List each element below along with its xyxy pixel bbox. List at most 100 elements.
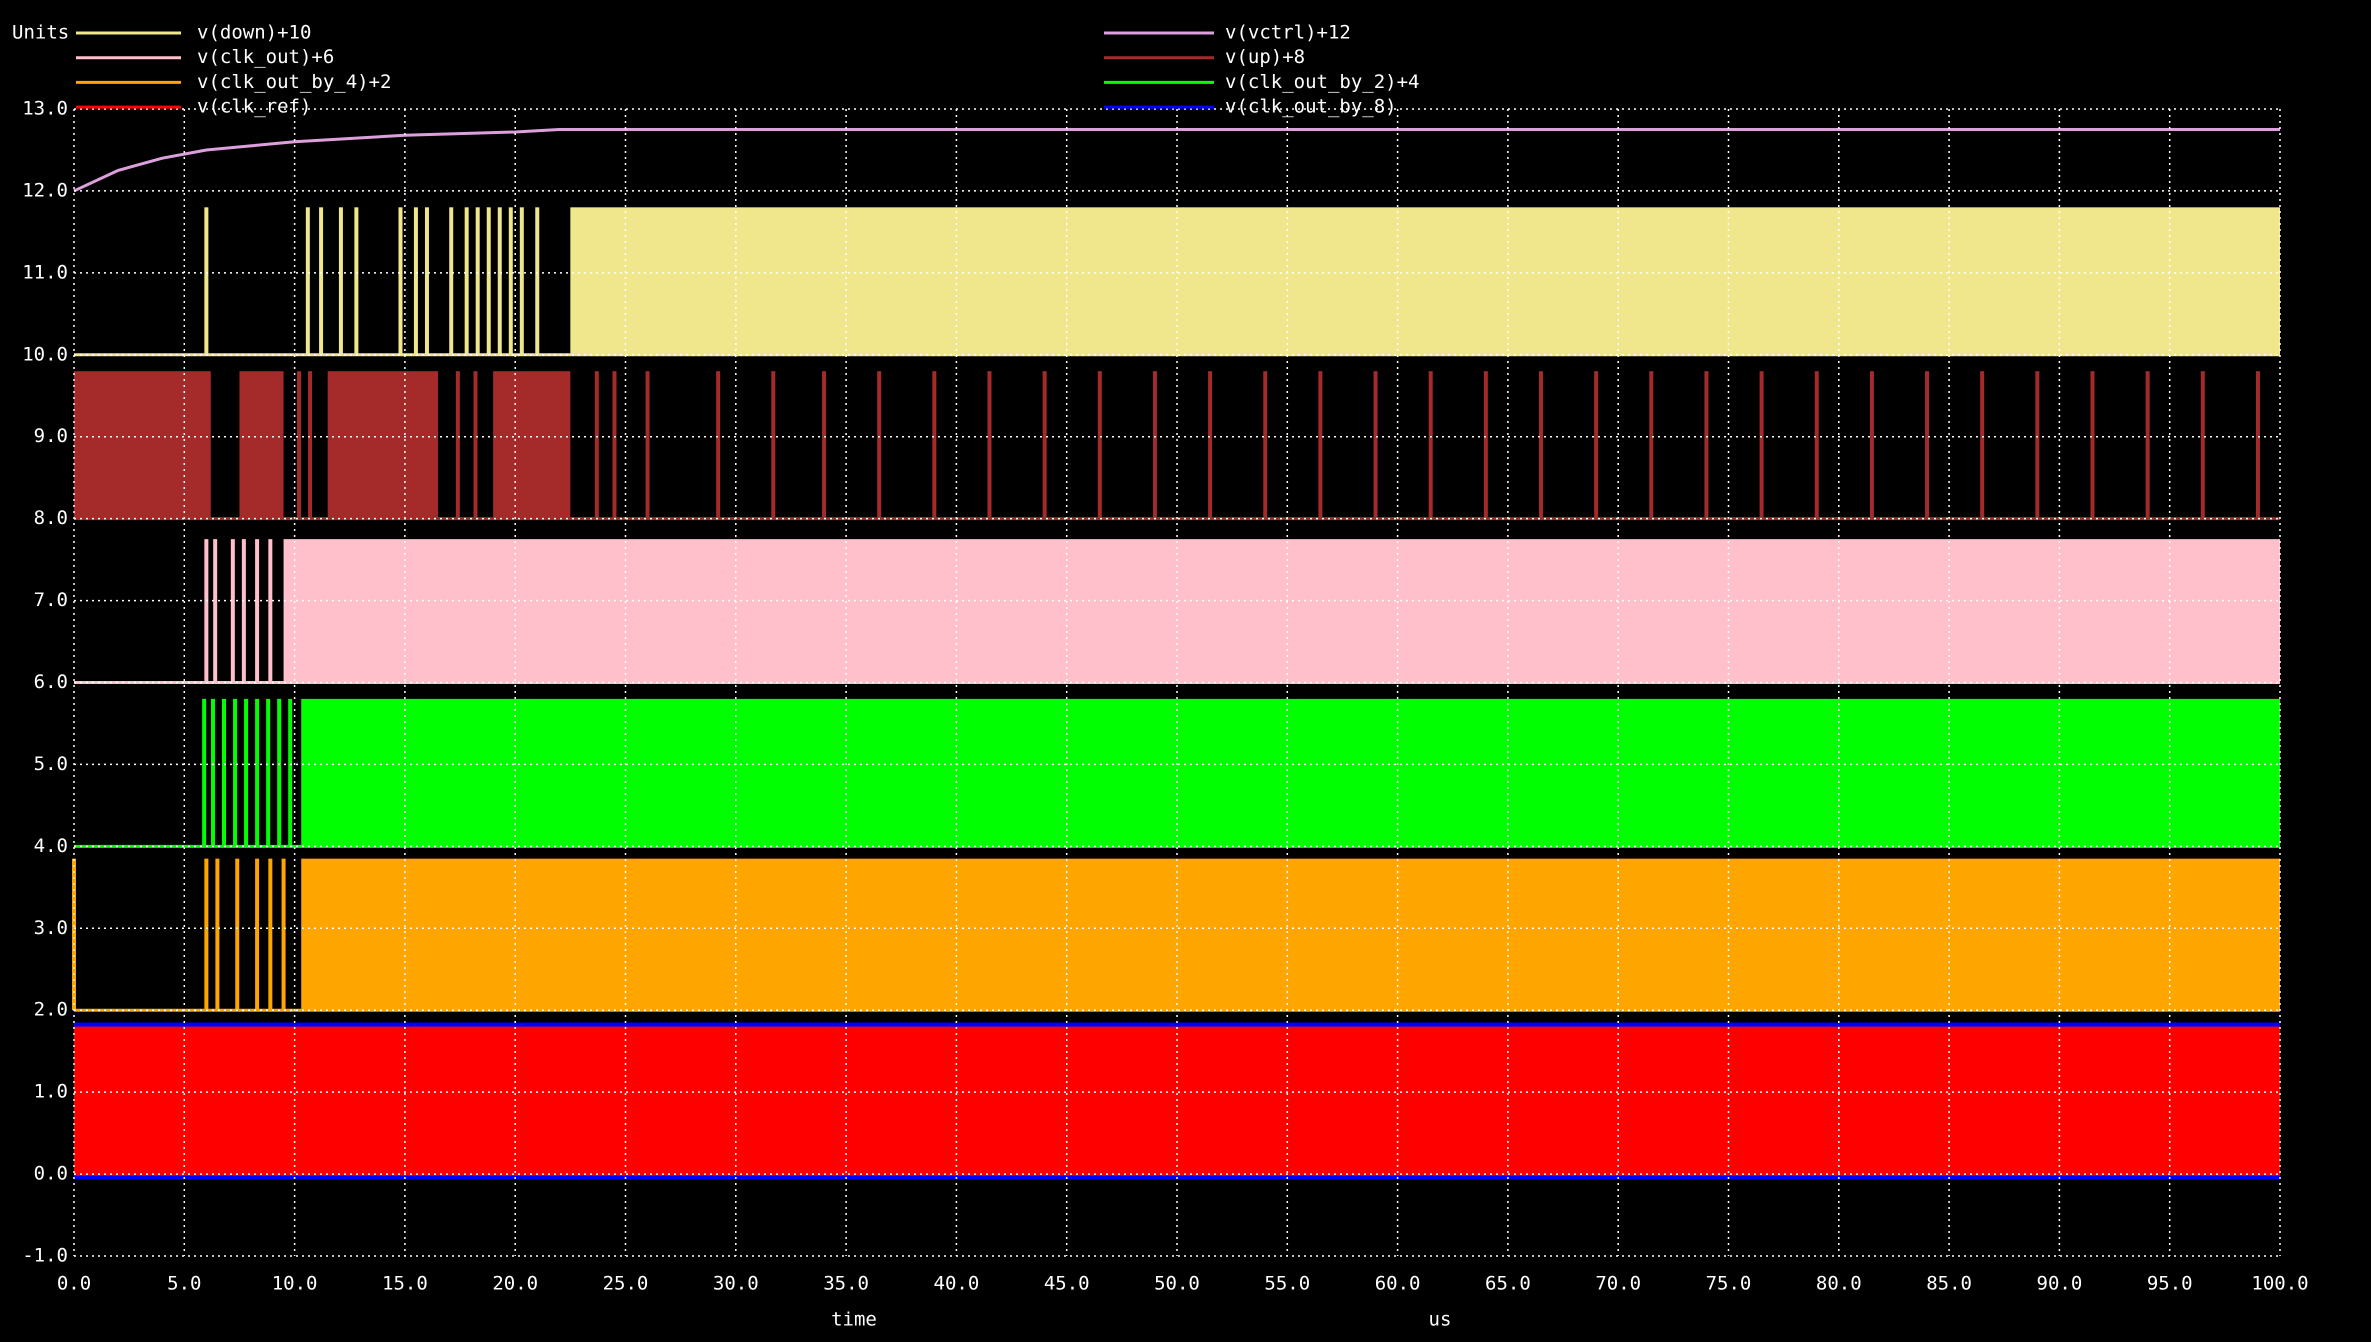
legend-label: v(clk_ref)	[197, 96, 311, 118]
pulse	[1980, 371, 1985, 519]
legend-label: v(clk_out_by_8)	[1225, 96, 1397, 118]
pulse	[266, 698, 271, 847]
dense-band	[239, 371, 284, 519]
x-tick-label: 5.0	[167, 1273, 201, 1295]
pulse	[241, 539, 246, 683]
pulse	[2200, 371, 2205, 519]
y-tick-label: 2.0	[34, 999, 68, 1021]
dense-band	[301, 698, 2280, 847]
pulse	[1318, 371, 1323, 519]
dense-band	[570, 207, 2280, 355]
pulse	[338, 207, 343, 355]
pulse	[1373, 371, 1378, 519]
y-tick-label: 4.0	[34, 835, 68, 857]
pulse	[1263, 371, 1268, 519]
x-tick-label: 55.0	[1264, 1273, 1310, 1295]
pulse	[771, 371, 776, 519]
pulse	[1042, 371, 1047, 519]
y-tick-label: 11.0	[22, 261, 68, 283]
pulse	[230, 539, 235, 683]
pulse	[319, 207, 324, 355]
x-tick-label: 100.0	[2251, 1273, 2308, 1295]
pulse	[645, 371, 650, 519]
dense-band	[493, 371, 571, 519]
pulse	[1538, 371, 1543, 519]
legend-label: v(up)+8	[1225, 46, 1305, 68]
pulse	[413, 207, 418, 355]
pulse	[277, 698, 282, 847]
series	[74, 207, 2280, 357]
x-tick-label: 45.0	[1044, 1273, 1090, 1295]
y-tick-label: 3.0	[34, 917, 68, 939]
y-tick-label: 7.0	[34, 589, 68, 611]
pulse	[305, 207, 310, 355]
pulse	[281, 858, 286, 1011]
pulse	[268, 858, 273, 1011]
x-tick-label: 20.0	[492, 1273, 538, 1295]
x-tick-label: 90.0	[2037, 1273, 2083, 1295]
x-axis-label: time	[831, 1309, 877, 1331]
legend-label: v(clk_out)+6	[197, 46, 334, 68]
y-unit-label: Units	[12, 22, 69, 44]
legend-label: v(clk_out_by_4)+2	[197, 71, 391, 93]
pulse	[1925, 371, 1930, 519]
pulse	[464, 207, 469, 355]
y-tick-label: 8.0	[34, 507, 68, 529]
x-tick-label: 60.0	[1375, 1273, 1421, 1295]
pulse	[987, 371, 992, 519]
y-tick-label: 12.0	[22, 179, 68, 201]
pulse	[473, 371, 478, 519]
pulse	[2090, 371, 2095, 519]
x-tick-label: 30.0	[713, 1273, 759, 1295]
pulse	[2035, 371, 2040, 519]
pulse	[424, 207, 429, 355]
x-tick-label: 50.0	[1154, 1273, 1200, 1295]
pulse	[1594, 371, 1599, 519]
x-unit-label: us	[1429, 1309, 1452, 1331]
pulse	[1428, 371, 1433, 519]
pulse	[222, 698, 227, 847]
x-tick-label: 85.0	[1926, 1273, 1972, 1295]
x-tick-label: 25.0	[603, 1273, 649, 1295]
pulse	[210, 698, 215, 847]
pulse	[1814, 371, 1819, 519]
pulse	[535, 207, 540, 355]
pulse	[233, 698, 238, 847]
pulse	[235, 858, 240, 1011]
pulse	[1759, 371, 1764, 519]
pulse	[497, 207, 502, 355]
pulse	[1649, 371, 1654, 519]
line	[73, 127, 2280, 193]
pulse	[1704, 371, 1709, 519]
pulse	[297, 371, 302, 519]
pulse	[1152, 371, 1157, 519]
pulse	[215, 858, 220, 1011]
pulse	[449, 207, 454, 355]
y-tick-label: 10.0	[22, 343, 68, 365]
y-tick-label: 1.0	[34, 1081, 68, 1103]
pulse	[1097, 371, 1102, 519]
x-tick-label: 0.0	[57, 1273, 91, 1295]
x-tick-label: 95.0	[2147, 1273, 2193, 1295]
x-tick-label: 70.0	[1595, 1273, 1641, 1295]
pulse	[244, 698, 249, 847]
dense-band	[327, 371, 438, 519]
series	[72, 858, 2280, 1012]
dense-band	[301, 858, 2280, 1011]
y-tick-label: -1.0	[22, 1245, 68, 1267]
pulse	[822, 371, 827, 519]
y-tick-label: 0.0	[34, 1163, 68, 1185]
pulse	[486, 207, 491, 355]
pulse	[213, 539, 218, 683]
pulse	[594, 371, 599, 519]
pulse	[72, 858, 76, 1011]
x-tick-label: 65.0	[1485, 1273, 1531, 1295]
dense-band	[283, 539, 2280, 683]
pulse	[255, 698, 260, 847]
pulse	[255, 858, 260, 1011]
y-tick-label: 6.0	[34, 671, 68, 693]
pulse	[255, 539, 260, 683]
pulse	[268, 539, 273, 683]
